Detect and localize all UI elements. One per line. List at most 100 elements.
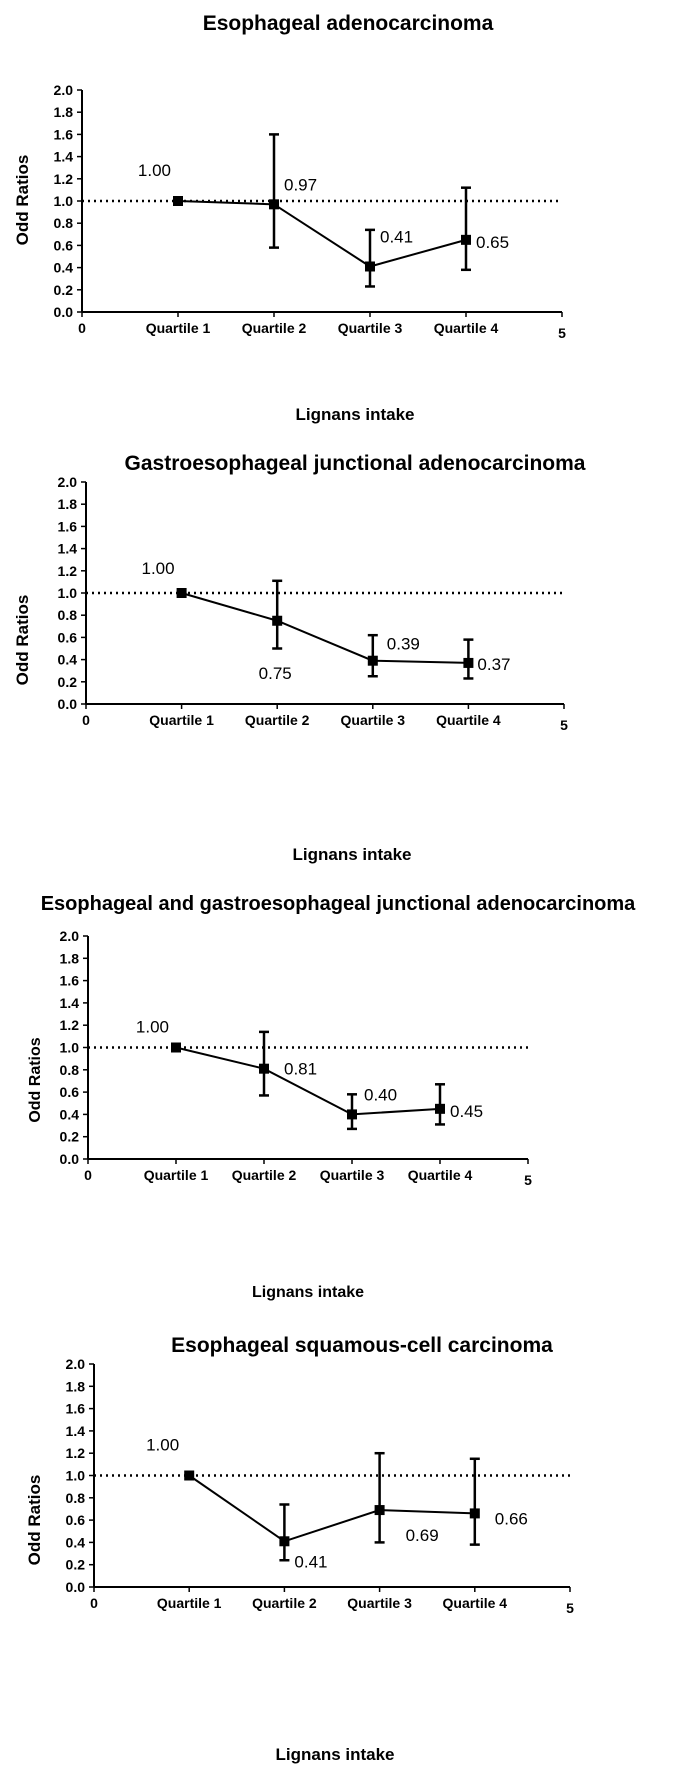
y-tick-label: 1.6 — [58, 518, 78, 534]
y-tick-label: 1.0 — [58, 585, 78, 601]
x-category-label: Quartile 2 — [245, 712, 310, 728]
y-tick-label: 1.4 — [66, 1423, 86, 1439]
data-point — [259, 1063, 269, 1074]
data-point — [463, 657, 474, 668]
x-axis-label: Lignans intake — [292, 845, 411, 864]
x-category-label: Quartile 2 — [252, 1595, 317, 1611]
chart-panel-esophageal-adenocarcinoma: Esophageal adenocarcinoma Odd Ratios Lig… — [13, 12, 566, 424]
chart-panel-esophageal-squamous: Esophageal squamous-cell carcinoma Odd R… — [25, 1334, 574, 1764]
x-tick-label: 0 — [84, 1167, 92, 1183]
y-tick-label: 1.0 — [54, 193, 74, 209]
x-tick-label: 0 — [90, 1595, 98, 1611]
y-tick-label: 0.6 — [60, 1084, 80, 1100]
y-tick-label: 0.4 — [60, 1106, 80, 1122]
y-tick-label: 0.8 — [58, 607, 78, 623]
series-line — [177, 200, 467, 268]
data-point — [365, 261, 375, 272]
x-tick-label: 5 — [524, 1172, 532, 1188]
data-point — [279, 1536, 290, 1547]
x-tick-label: 0 — [82, 712, 90, 728]
data-label: 1.00 — [142, 559, 175, 578]
data-label: 0.75 — [259, 664, 292, 683]
y-tick-label: 0.0 — [58, 696, 78, 712]
data-label: 0.81 — [284, 1060, 317, 1079]
y-tick-label: 0.2 — [66, 1557, 86, 1573]
data-label: 0.39 — [387, 635, 420, 654]
x-category-label: Quartile 4 — [408, 1167, 473, 1183]
chart-title: Esophageal adenocarcinoma — [203, 12, 494, 35]
error-bar — [259, 1030, 269, 1097]
data-point — [374, 1505, 385, 1516]
y-tick-label: 1.6 — [66, 1401, 86, 1417]
data-label: 0.40 — [364, 1085, 397, 1104]
x-tick-label: 5 — [566, 1600, 574, 1616]
y-tick-label: 0.8 — [54, 215, 74, 231]
y-tick-label: 0.0 — [66, 1579, 86, 1595]
y-tick-label: 2.0 — [66, 1356, 86, 1372]
error-bar — [461, 186, 471, 272]
error-bar — [374, 1451, 385, 1544]
y-tick-label: 1.2 — [60, 1017, 80, 1033]
y-tick-label: 0.8 — [66, 1490, 86, 1506]
y-tick-label: 0.4 — [66, 1534, 86, 1550]
x-category-label: Quartile 2 — [242, 320, 307, 336]
y-tick-label: 2.0 — [58, 474, 78, 490]
x-category-label: Quartile 4 — [434, 320, 499, 336]
data-label: 0.69 — [406, 1526, 439, 1545]
data-point — [435, 1103, 445, 1114]
y-tick-label: 1.0 — [66, 1468, 86, 1484]
y-tick-label: 0.0 — [60, 1151, 80, 1167]
y-tick-label: 2.0 — [54, 82, 74, 98]
y-axis-label: Odd Ratios — [13, 155, 32, 246]
y-tick-label: 1.2 — [66, 1445, 86, 1461]
data-point — [367, 655, 378, 666]
data-label: 0.97 — [284, 175, 317, 194]
y-tick-label: 0.6 — [66, 1512, 86, 1528]
y-tick-label: 1.8 — [58, 496, 78, 512]
x-axis-label: Lignans intake — [295, 405, 414, 424]
x-category-label: Quartile 1 — [144, 1167, 209, 1183]
data-label: 0.37 — [477, 655, 510, 674]
x-axis-label: Lignans intake — [252, 1284, 364, 1301]
y-tick-label: 1.8 — [54, 104, 74, 120]
data-point — [469, 1508, 480, 1519]
y-tick-label: 1.4 — [58, 541, 78, 557]
data-point — [269, 199, 279, 210]
y-tick-label: 1.2 — [54, 171, 74, 187]
data-label: 1.00 — [146, 1436, 179, 1455]
x-tick-label: 0 — [78, 320, 86, 336]
chart-title: Gastroesophageal junctional adenocarcino… — [125, 452, 586, 475]
data-point — [173, 196, 183, 206]
x-category-label: Quartile 4 — [436, 712, 501, 728]
chart-title: Esophageal squamous-cell carcinoma — [171, 1334, 553, 1357]
series-line — [175, 1046, 441, 1116]
error-bar — [365, 228, 375, 288]
series-line — [181, 592, 469, 664]
x-tick-label: 5 — [558, 325, 566, 341]
chart-panel-esophageal-and-gej: Esophageal and gastroesophageal junction… — [27, 893, 636, 1301]
data-point — [184, 1470, 195, 1481]
error-bar — [269, 133, 279, 249]
y-tick-label: 0.2 — [60, 1129, 80, 1145]
data-label: 0.65 — [476, 233, 509, 252]
y-tick-label: 0.2 — [54, 282, 74, 298]
error-bar — [469, 1457, 480, 1546]
x-category-label: Quartile 3 — [320, 1167, 385, 1183]
x-category-label: Quartile 3 — [341, 712, 406, 728]
error-bar — [272, 579, 283, 650]
data-label: 1.00 — [136, 1018, 169, 1037]
error-bar — [279, 1503, 290, 1562]
x-category-label: Quartile 1 — [149, 712, 214, 728]
x-category-label: Quartile 3 — [338, 320, 403, 336]
data-point — [347, 1109, 357, 1120]
x-category-label: Quartile 2 — [232, 1167, 297, 1183]
data-label: 0.66 — [495, 1509, 528, 1528]
data-label: 0.41 — [380, 227, 413, 246]
data-point — [461, 234, 471, 245]
x-axis-label: Lignans intake — [275, 1745, 394, 1764]
y-tick-label: 1.6 — [54, 126, 74, 142]
y-tick-label: 0.0 — [54, 304, 74, 320]
data-label: 0.45 — [450, 1102, 483, 1121]
data-label: 0.41 — [294, 1552, 327, 1571]
y-tick-label: 1.6 — [60, 973, 80, 989]
